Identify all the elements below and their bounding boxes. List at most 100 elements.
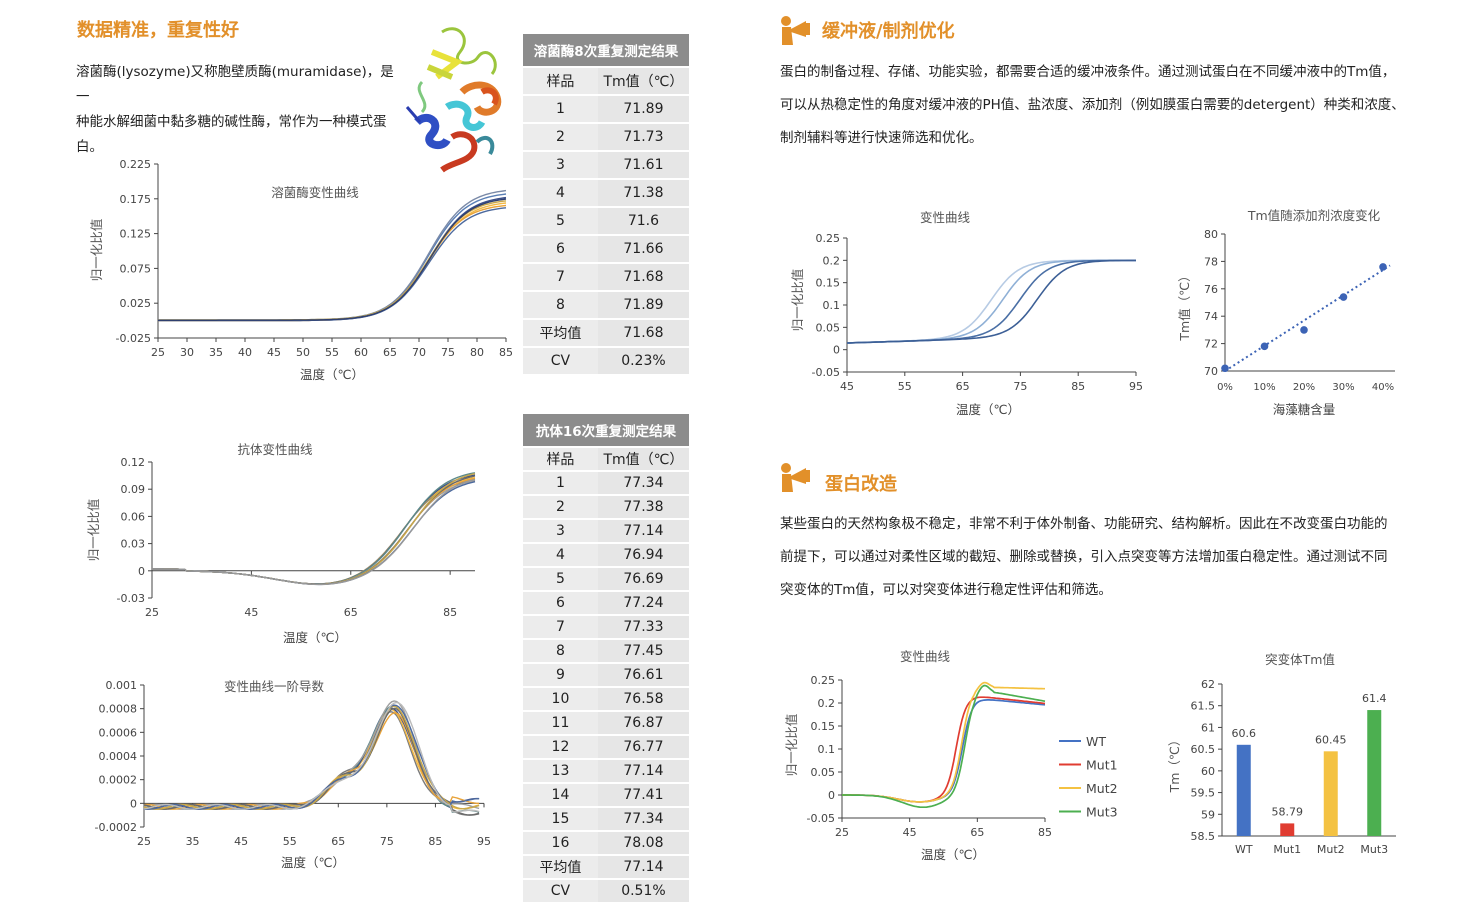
- buffer-paragraph: 蛋白的制备过程、存储、功能实验，都需要合适的缓冲液条件。通过测试蛋白在不同缓冲液…: [780, 56, 1420, 155]
- y-tick-label: 0.0006: [99, 726, 138, 739]
- table-cell: 77.14: [597, 520, 689, 542]
- antibody-table-row: 10 76.58: [523, 688, 689, 710]
- x-tick-label: 65: [970, 826, 984, 839]
- table-cell: 8: [523, 292, 598, 318]
- data-point: [1339, 293, 1348, 301]
- table-cell: 9: [523, 664, 598, 686]
- x-tick-label: 55: [898, 380, 912, 393]
- y-tick-label: 76: [1204, 283, 1218, 296]
- table-cell: 1: [523, 96, 598, 122]
- table-cell: 78.08: [597, 832, 689, 854]
- derivative-chart: -0.0002 0 0.0002 0.0004 0.0006 0.0008 0.001 25 3…: [95, 679, 491, 870]
- derivative-chart-xlabel: 温度（℃）: [281, 855, 345, 870]
- x-tick-label: 75: [441, 346, 455, 359]
- x-tick-label: 85: [499, 346, 513, 359]
- y-tick-label: 0.15: [811, 720, 836, 733]
- antibody-curve: [152, 475, 476, 585]
- x-tick-label: 85: [428, 835, 442, 848]
- x-tick-label: Mut3: [1360, 843, 1388, 856]
- mutant-chart-xlabel: 温度（℃）: [921, 847, 985, 862]
- x-tick-label: Mut1: [1273, 843, 1301, 856]
- table-cell: 5: [523, 208, 598, 234]
- x-tick-label: 30%: [1332, 382, 1354, 393]
- table-cell: CV: [523, 880, 598, 902]
- y-tick-label: 0.125: [120, 228, 152, 241]
- lysozyme-chart-xlabel: 温度（℃）: [300, 367, 364, 382]
- table-cell: 14: [523, 784, 598, 806]
- derivative-curve: [143, 705, 480, 813]
- y-tick-label: 0: [833, 344, 840, 357]
- protein-line-2: 前提下，可以通过对柔性区域的截短、删除或替换，引入点突变等方法增加蛋白稳定性。通…: [780, 549, 1388, 565]
- table-cell: 76.87: [597, 712, 689, 734]
- x-tick-label: 55: [325, 346, 339, 359]
- buffer-line-3: 制剂辅料等进行快速筛选和优化。: [780, 130, 983, 146]
- bar-value-label: 60.6: [1232, 727, 1257, 740]
- table-cell: 7: [523, 264, 598, 290]
- tm-additive-chart-ylabel: Tm值（℃）: [1177, 269, 1192, 341]
- y-tick-label: 0: [130, 797, 137, 810]
- y-tick-label: 0.09: [121, 483, 146, 496]
- table-cell: 77.14: [597, 856, 689, 878]
- lysozyme-denature-chart: -0.025 0.025 0.075 0.125 0.175 0.225 25 30 35 40 4…: [89, 158, 513, 382]
- table-cell: 15: [523, 808, 598, 830]
- buffer-line-1: 蛋白的制备过程、存储、功能实验，都需要合适的缓冲液条件。通过测试蛋白在不同缓冲液…: [780, 64, 1396, 80]
- x-tick-label: 95: [1129, 380, 1143, 393]
- table-cell: 13: [523, 760, 598, 782]
- table-cell: 6: [523, 592, 598, 614]
- table-cell: 3: [523, 152, 598, 178]
- x-tick-label: 45: [903, 826, 917, 839]
- table-header-cell: Tm值（℃）: [597, 448, 689, 470]
- antibody-table-row: 12 76.77: [523, 736, 689, 758]
- lysozyme-curve: [158, 189, 507, 321]
- y-tick-label: 0.025: [120, 297, 152, 310]
- buffer-curve: [846, 259, 1136, 344]
- antibody-table-row: CV 0.51%: [523, 880, 689, 902]
- antibody-chart-title: 抗体变性曲线: [237, 442, 313, 457]
- y-tick-label: 0.03: [121, 538, 146, 551]
- x-tick-label: 25: [835, 826, 849, 839]
- y-tick-label: 0.25: [811, 674, 836, 687]
- buffer-line-2: 可以从热稳定性的角度对缓冲液的PH值、盐浓度、添加剂（例如膜蛋白需要的deter…: [780, 97, 1405, 113]
- y-tick-label: 0.1: [818, 743, 836, 756]
- mutant-curve-mut3: [842, 684, 1046, 809]
- y-tick-label: 0.2: [818, 697, 836, 710]
- table-cell: CV: [523, 348, 598, 374]
- y-tick-label: 59.5: [1191, 787, 1216, 800]
- table-cell: 77.34: [597, 808, 689, 830]
- antibody-results-table: 抗体16次重复测定结果 样品 Tm值（℃） 1 77.34 2 77.38 3 77.14 4 7…: [523, 412, 689, 904]
- antibody-curve: [152, 480, 476, 585]
- derivative-curve: [143, 701, 480, 813]
- y-tick-label: 0.2: [823, 254, 841, 267]
- data-point: [1300, 326, 1308, 334]
- antibody-curve: [152, 481, 476, 586]
- table-cell: 0.23%: [597, 348, 689, 374]
- x-tick-label: 10%: [1253, 382, 1275, 393]
- x-tick-label: 55: [283, 835, 297, 848]
- y-tick-label: 0.175: [120, 193, 152, 206]
- bar-mut2: [1323, 751, 1338, 836]
- table-cell: 2: [523, 124, 598, 150]
- lysozyme-table-row: 3 71.61: [523, 152, 689, 178]
- buffer-denature-chart: -0.05 0 0.05 0.1 0.15 0.2 0.25 45 55 65 75 85 95 变性曲…: [790, 210, 1143, 417]
- antibody-chart-xlabel: 温度（℃）: [283, 630, 347, 645]
- bar-value-label: 61.4: [1362, 692, 1387, 705]
- table-header-cell: 样品: [523, 68, 598, 94]
- table-cell: 1: [523, 472, 598, 494]
- lysozyme-table-row: 4 71.38: [523, 180, 689, 206]
- legend-label: WT: [1086, 734, 1106, 749]
- y-tick-label: 0.225: [120, 158, 152, 171]
- table-cell: 76.61: [597, 664, 689, 686]
- table-cell: 77.24: [597, 592, 689, 614]
- antibody-denature-chart: -0.03 0 0.03 0.06 0.09 0.12 25 45 65 85 抗体变性曲线 归一…: [86, 442, 476, 645]
- x-tick-label: Mut2: [1317, 843, 1345, 856]
- derivative-curve: [143, 705, 480, 810]
- table-cell: 76.94: [597, 544, 689, 566]
- data-point: [1260, 342, 1269, 351]
- x-tick-label: 45: [267, 346, 281, 359]
- derivative-curve: [143, 700, 480, 810]
- table-cell: 77.45: [597, 640, 689, 662]
- legend-label: Mut1: [1086, 758, 1118, 773]
- table-cell: 77.14: [597, 760, 689, 782]
- x-tick-label: 65: [331, 835, 345, 848]
- y-tick-label: 0.05: [816, 321, 841, 334]
